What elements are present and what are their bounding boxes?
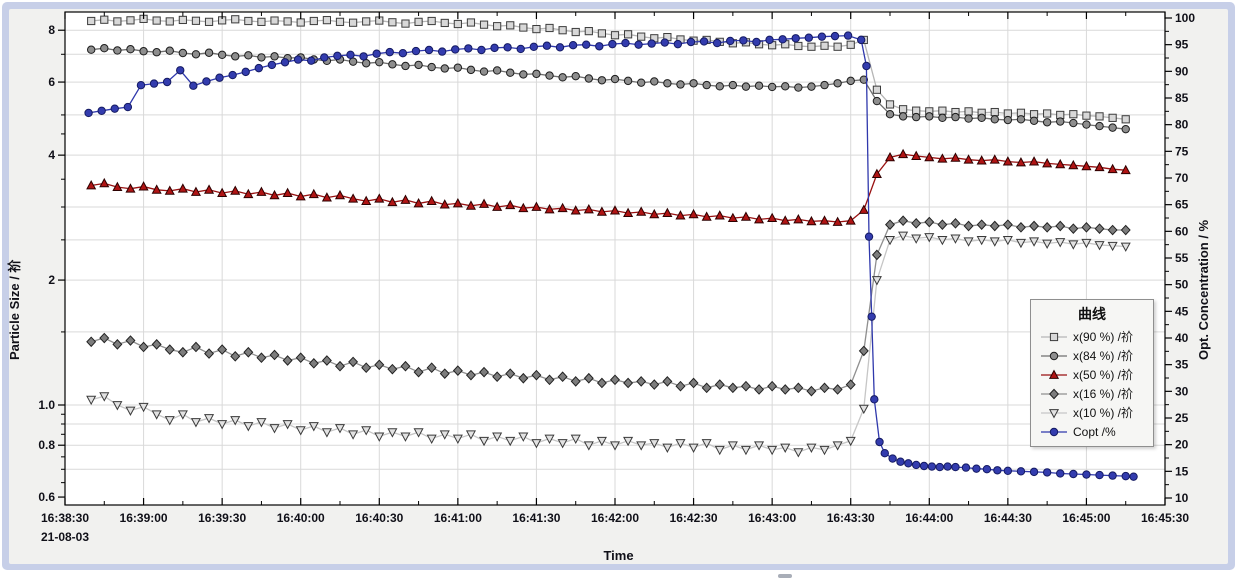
left-axis-title: Particle Size / 祄 [7, 259, 22, 360]
svg-text:16:40:00: 16:40:00 [277, 511, 325, 525]
svg-text:16:39:30: 16:39:30 [198, 511, 246, 525]
legend-marker-icon [1041, 369, 1067, 379]
svg-text:50: 50 [1175, 278, 1189, 292]
svg-text:16:41:00: 16:41:00 [434, 511, 482, 525]
legend-marker-icon [1041, 427, 1067, 436]
svg-text:1.0: 1.0 [38, 398, 55, 412]
svg-text:2: 2 [48, 273, 55, 287]
legend-marker-icon [1041, 351, 1067, 360]
svg-text:90: 90 [1175, 64, 1189, 78]
right-axis-title: Opt. Concentration / % [1196, 219, 1211, 360]
legend-item-0[interactable]: x(90 %) /祄 [1031, 327, 1153, 346]
svg-text:16:44:30: 16:44:30 [984, 511, 1032, 525]
svg-text:35: 35 [1175, 358, 1189, 372]
svg-text:16:40:30: 16:40:30 [355, 511, 403, 525]
svg-text:4: 4 [48, 148, 55, 162]
legend-item-label: x(90 %) /祄 [1073, 330, 1134, 344]
legend-item-2[interactable]: x(50 %) /祄 [1031, 365, 1153, 384]
series-4 [86, 231, 1131, 458]
svg-text:95: 95 [1175, 38, 1189, 52]
svg-text:16:39:00: 16:39:00 [120, 511, 168, 525]
svg-text:65: 65 [1175, 198, 1189, 212]
svg-text:40: 40 [1175, 331, 1189, 345]
legend-item-4[interactable]: x(10 %) /祄 [1031, 403, 1153, 422]
series-3 [86, 215, 1131, 397]
legend-item-label: x(10 %) /祄 [1073, 406, 1134, 420]
legend-item-label: x(16 %) /祄 [1073, 387, 1134, 401]
legend-item-label: x(84 %) /祄 [1073, 349, 1134, 363]
svg-text:16:43:00: 16:43:00 [748, 511, 796, 525]
svg-text:16:43:30: 16:43:30 [827, 511, 875, 525]
svg-text:16:42:00: 16:42:00 [591, 511, 639, 525]
x-axis-title: Time [603, 548, 634, 563]
svg-text:30: 30 [1175, 384, 1189, 398]
series-2 [86, 148, 1131, 226]
svg-text:6: 6 [48, 75, 55, 89]
svg-text:16:41:30: 16:41:30 [512, 511, 560, 525]
svg-text:20: 20 [1175, 438, 1189, 452]
legend-item-3[interactable]: x(16 %) /祄 [1031, 384, 1153, 403]
legend-marker-icon [1041, 388, 1067, 399]
svg-text:0.8: 0.8 [38, 438, 55, 452]
legend-marker-icon [1041, 332, 1067, 341]
svg-text:85: 85 [1175, 91, 1189, 105]
svg-text:55: 55 [1175, 251, 1189, 265]
svg-text:60: 60 [1175, 224, 1189, 238]
legend-marker-icon [1041, 408, 1067, 418]
svg-text:16:44:00: 16:44:00 [905, 511, 953, 525]
svg-text:16:42:30: 16:42:30 [670, 511, 718, 525]
svg-text:8: 8 [48, 23, 55, 37]
svg-text:16:45:30: 16:45:30 [1141, 511, 1189, 525]
bottom-scroll-notch[interactable] [778, 574, 792, 578]
svg-text:75: 75 [1175, 144, 1189, 158]
svg-text:16:45:00: 16:45:00 [1062, 511, 1110, 525]
axis-date-label: 21-08-03 [40, 530, 90, 544]
legend-item-label: x(50 %) /祄 [1073, 368, 1134, 382]
svg-text:70: 70 [1175, 171, 1189, 185]
svg-text:45: 45 [1175, 304, 1189, 318]
legend-item-5[interactable]: Copt /% [1031, 422, 1153, 441]
svg-text:0.6: 0.6 [38, 490, 55, 504]
legend-item-1[interactable]: x(84 %) /祄 [1031, 346, 1153, 365]
svg-text:16:38:30: 16:38:30 [41, 511, 89, 525]
legend-box[interactable]: 曲线 x(90 %) /祄 x(84 %) /祄 x(50 %) /祄 x(16 %)… [1030, 299, 1154, 447]
svg-text:15: 15 [1175, 464, 1189, 478]
series-1 [86, 44, 1130, 134]
series-5 [84, 31, 1138, 481]
svg-text:25: 25 [1175, 411, 1189, 425]
svg-text:80: 80 [1175, 118, 1189, 132]
legend-item-label: Copt /% [1073, 424, 1116, 439]
svg-text:100: 100 [1175, 11, 1195, 25]
legend-title: 曲线 [1078, 306, 1106, 322]
svg-text:10: 10 [1175, 491, 1189, 505]
